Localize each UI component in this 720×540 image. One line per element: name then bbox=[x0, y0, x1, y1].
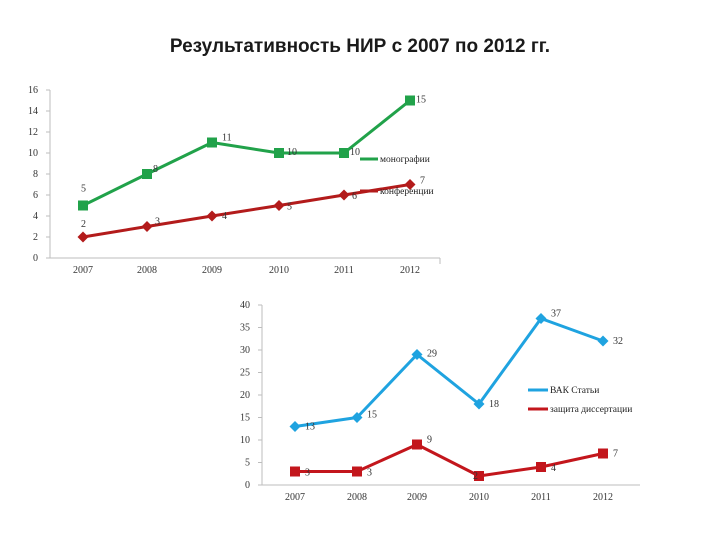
data-point-marker bbox=[412, 439, 422, 450]
data-point-marker bbox=[207, 137, 217, 148]
y-tick-label: 2 bbox=[33, 232, 38, 243]
data-point-marker bbox=[351, 412, 363, 423]
x-tick-label: 2011 bbox=[531, 492, 551, 503]
data-point-marker bbox=[473, 398, 485, 410]
y-tick-label: 16 bbox=[28, 85, 38, 96]
data-point-marker bbox=[78, 200, 88, 211]
data-label: 15 bbox=[416, 95, 426, 106]
y-tick-label: 8 bbox=[33, 169, 38, 180]
x-tick-label: 2008 bbox=[137, 265, 157, 276]
x-tick-label: 2012 bbox=[400, 265, 420, 276]
data-label: 15 bbox=[367, 410, 377, 421]
data-point-marker bbox=[274, 148, 284, 158]
data-point-marker bbox=[405, 95, 415, 106]
y-tick-label: 30 bbox=[240, 345, 250, 356]
legend-entry: монографии bbox=[380, 154, 430, 165]
x-tick-label: 2009 bbox=[202, 265, 222, 276]
data-point-marker bbox=[598, 448, 608, 459]
data-point-marker bbox=[142, 169, 152, 179]
data-label: 6 bbox=[352, 191, 357, 202]
y-tick-label: 5 bbox=[245, 458, 250, 469]
data-label: 9 bbox=[427, 435, 432, 446]
data-label: 10 bbox=[350, 147, 360, 158]
data-label: 13 bbox=[305, 422, 315, 433]
data-point-marker bbox=[474, 471, 484, 481]
data-label: 3 bbox=[367, 468, 372, 479]
y-tick-label: 20 bbox=[240, 390, 250, 401]
data-label: 32 bbox=[613, 336, 623, 347]
y-tick-label: 12 bbox=[28, 127, 38, 138]
y-tick-label: 14 bbox=[28, 106, 38, 117]
y-tick-label: 0 bbox=[33, 253, 38, 264]
data-label: 5 bbox=[81, 184, 86, 195]
page-title: Результативность НИР с 2007 по 2012 гг. bbox=[169, 36, 551, 57]
y-tick-label: 4 bbox=[33, 211, 38, 222]
y-tick-label: 40 bbox=[240, 300, 250, 311]
legend-entry: конференции bbox=[380, 186, 434, 197]
data-label: 5 bbox=[287, 202, 292, 213]
data-label: 8 bbox=[153, 164, 158, 175]
data-label: 10 bbox=[287, 147, 297, 158]
data-point-marker bbox=[206, 210, 218, 222]
data-point-marker bbox=[352, 466, 362, 477]
y-tick-label: 0 bbox=[245, 480, 250, 491]
x-tick-label: 2007 bbox=[73, 265, 93, 276]
x-tick-label: 2011 bbox=[334, 265, 354, 276]
data-point-marker bbox=[536, 462, 546, 472]
data-point-marker bbox=[141, 221, 153, 232]
x-tick-label: 2007 bbox=[285, 492, 305, 503]
data-point-marker bbox=[404, 179, 416, 190]
series-line-конференции bbox=[82, 183, 411, 239]
data-point-marker bbox=[535, 313, 547, 324]
data-point-marker bbox=[289, 421, 301, 432]
y-tick-label: 15 bbox=[240, 413, 250, 424]
data-point-marker bbox=[77, 231, 89, 243]
x-tick-label: 2010 bbox=[269, 265, 289, 276]
y-tick-label: 10 bbox=[28, 148, 38, 159]
data-label: 2 bbox=[473, 471, 478, 482]
data-label: 4 bbox=[222, 211, 227, 222]
data-label: 37 bbox=[551, 309, 561, 320]
data-label: 7 bbox=[613, 449, 618, 460]
legend-entry: защита диссертации bbox=[550, 405, 632, 415]
data-point-marker bbox=[338, 189, 350, 201]
data-point-marker bbox=[597, 335, 609, 347]
y-tick-label: 25 bbox=[240, 368, 250, 379]
data-point-marker bbox=[339, 148, 349, 158]
series-line-монографии bbox=[82, 99, 411, 207]
series-line-ВАК Статьи bbox=[294, 317, 604, 428]
data-point-marker bbox=[273, 200, 285, 211]
data-label: 11 bbox=[222, 133, 232, 144]
data-label: 4 bbox=[551, 463, 556, 474]
data-label: 3 bbox=[305, 468, 310, 479]
x-tick-label: 2008 bbox=[347, 492, 367, 503]
y-tick-label: 35 bbox=[240, 323, 250, 334]
data-label: 3 bbox=[155, 217, 160, 228]
data-point-marker bbox=[411, 349, 423, 360]
data-label: 29 bbox=[427, 349, 437, 360]
data-label: 2 bbox=[81, 219, 86, 230]
data-point-marker bbox=[290, 466, 300, 477]
y-tick-label: 10 bbox=[240, 435, 250, 446]
x-tick-label: 2010 bbox=[469, 492, 489, 503]
data-label: 18 bbox=[489, 399, 499, 410]
series-line-защита диссертации bbox=[295, 443, 604, 478]
x-tick-label: 2012 bbox=[593, 492, 613, 503]
x-tick-label: 2009 bbox=[407, 492, 427, 503]
data-label: 7 bbox=[420, 176, 425, 187]
legend-entry: ВАК Статьи bbox=[550, 386, 599, 396]
y-tick-label: 6 bbox=[33, 190, 38, 201]
